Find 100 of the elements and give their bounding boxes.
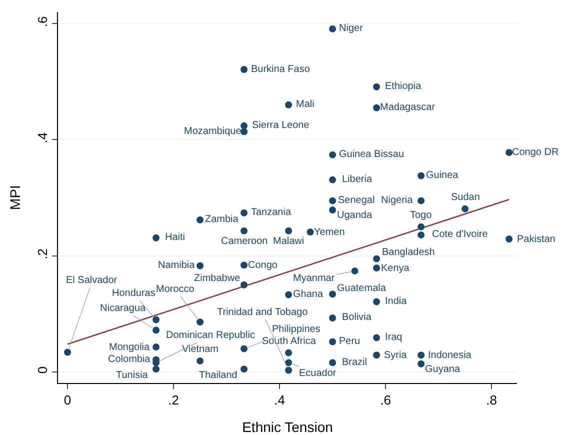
point xyxy=(152,344,160,350)
data-label: Myanmar xyxy=(293,273,336,284)
data-label: Brazil xyxy=(342,357,368,368)
point xyxy=(329,151,336,158)
data-label: Mongolia xyxy=(109,342,150,353)
y-tick-label: .2 xyxy=(34,248,50,260)
point xyxy=(285,366,292,374)
data-label: Nigeria xyxy=(381,195,414,206)
point xyxy=(285,349,292,356)
data-label: Bangladesh xyxy=(382,247,435,258)
data-label: El Salvador xyxy=(66,275,118,286)
data-label: Haiti xyxy=(165,232,186,243)
data-label: Philippines xyxy=(272,324,320,335)
point xyxy=(240,227,248,234)
point xyxy=(240,262,248,269)
data-label: Guinea xyxy=(426,170,459,181)
point xyxy=(240,209,248,216)
data-label: Zimbabwe xyxy=(194,273,241,284)
x-tick-label: .2 xyxy=(168,392,179,408)
y-tick-label: 0 xyxy=(34,366,50,374)
data-label: Guatemala xyxy=(337,283,386,294)
point xyxy=(418,172,425,180)
x-tick-label: .6 xyxy=(380,392,391,408)
data-label: Liberia xyxy=(342,174,372,185)
x-tick-label: .4 xyxy=(274,392,285,408)
point xyxy=(196,357,204,364)
point xyxy=(285,101,292,108)
point xyxy=(329,338,336,346)
y-axis-title: MPI xyxy=(7,185,23,210)
point xyxy=(285,359,292,366)
point xyxy=(64,348,72,356)
y-tick-label: .4 xyxy=(34,132,50,144)
data-label: Mali xyxy=(296,99,314,110)
data-label: Togo xyxy=(410,210,432,221)
point xyxy=(418,223,425,230)
data-label: Ecuador xyxy=(299,368,337,379)
point xyxy=(285,291,292,298)
point xyxy=(329,290,336,298)
point xyxy=(152,234,160,242)
data-label: Ghana xyxy=(293,289,324,300)
point xyxy=(418,231,425,238)
data-label: Nicaragua xyxy=(100,303,146,314)
data-label: Tanzania xyxy=(251,207,292,218)
data-label: Niger xyxy=(339,23,364,34)
point xyxy=(329,314,336,322)
data-label: Peru xyxy=(339,336,360,347)
point xyxy=(240,128,248,136)
data-label: Thailand xyxy=(199,370,238,381)
x-tick-label: .8 xyxy=(486,392,497,408)
point xyxy=(329,197,336,204)
point xyxy=(306,228,314,236)
data-label: Syria xyxy=(384,350,408,361)
point xyxy=(329,25,336,32)
point xyxy=(240,281,248,288)
point xyxy=(418,197,425,204)
data-label: Senegal xyxy=(338,195,375,206)
data-label: Zambia xyxy=(205,214,239,225)
point xyxy=(373,298,380,306)
data-label: Bolivia xyxy=(342,312,372,323)
data-label: Malawi xyxy=(273,236,304,247)
data-label: Guinea Bissau xyxy=(339,149,404,160)
data-label: Indonesia xyxy=(428,350,472,361)
point xyxy=(373,352,380,359)
point xyxy=(373,83,380,90)
point xyxy=(196,216,204,224)
point xyxy=(373,334,380,342)
data-label: Kenya xyxy=(381,263,410,274)
data-label: Guyana xyxy=(425,364,460,375)
data-label: Trinidad and Tobago xyxy=(217,307,308,318)
data-label: Cote d'Ivoire xyxy=(432,229,488,240)
data-label: Namibia xyxy=(158,260,196,271)
data-label: Morocco xyxy=(156,284,195,295)
data-label: Mozambique xyxy=(184,126,242,137)
data-label: Ethiopia xyxy=(385,81,422,92)
point xyxy=(506,236,513,243)
point xyxy=(329,206,336,214)
data-label: Congo xyxy=(248,260,278,271)
point xyxy=(462,205,469,212)
point xyxy=(240,366,248,373)
point xyxy=(373,264,380,272)
point xyxy=(196,262,204,270)
data-label: Madagascar xyxy=(380,102,436,113)
point xyxy=(329,359,336,366)
data-label: Cameroon xyxy=(221,236,268,247)
point xyxy=(285,227,292,234)
data-label: Vietnam xyxy=(182,344,219,355)
data-label: South Africa xyxy=(262,336,316,347)
point xyxy=(240,345,248,352)
point xyxy=(373,104,380,112)
point xyxy=(152,316,160,324)
point xyxy=(329,176,336,184)
data-label: Tunisia xyxy=(116,370,148,381)
point xyxy=(418,360,425,368)
data-label: Colombia xyxy=(108,354,151,365)
data-label: Uganda xyxy=(337,210,372,221)
point xyxy=(351,267,358,274)
data-label: Honduras xyxy=(112,288,156,299)
data-label: Burkina Faso xyxy=(251,64,310,75)
point xyxy=(196,318,204,326)
data-label: Congo DR xyxy=(512,147,559,158)
